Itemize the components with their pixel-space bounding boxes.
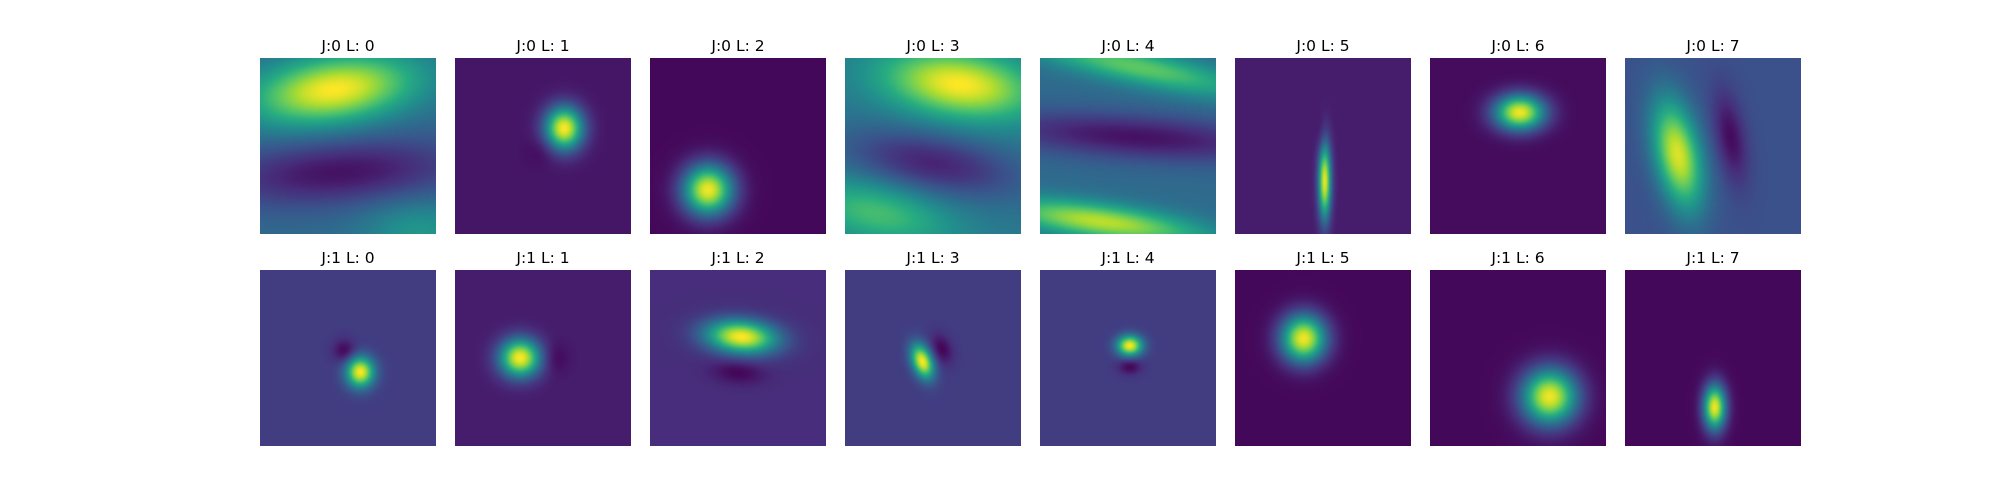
panel-title: J:0 L: 0: [321, 37, 375, 55]
heatmap-image: [1235, 270, 1411, 446]
heatmap-image: [845, 58, 1021, 234]
panel-title: J:1 L: 4: [1101, 249, 1155, 267]
panel-title: J:1 L: 6: [1491, 249, 1545, 267]
panel-title: J:1 L: 2: [711, 249, 765, 267]
panel-title: J:0 L: 7: [1686, 37, 1740, 55]
panel-title: J:1 L: 5: [1296, 249, 1350, 267]
heatmap-image: [260, 58, 436, 234]
heatmap-image: [1625, 270, 1801, 446]
heatmap-image: [650, 270, 826, 446]
panel-title: J:1 L: 1: [516, 249, 570, 267]
heatmap-image: [1430, 58, 1606, 234]
heatmap-image: [1430, 270, 1606, 446]
heatmap-image: [1040, 58, 1216, 234]
panel-title: J:1 L: 3: [906, 249, 960, 267]
panel-title: J:0 L: 4: [1101, 37, 1155, 55]
heatmap-image: [650, 58, 826, 234]
heatmap-image: [1625, 58, 1801, 234]
heatmap-image: [1040, 270, 1216, 446]
panel-title: J:0 L: 1: [516, 37, 570, 55]
panel-title: J:0 L: 3: [906, 37, 960, 55]
panel-title: J:0 L: 2: [711, 37, 765, 55]
heatmap-image: [455, 270, 631, 446]
heatmap-image: [455, 58, 631, 234]
heatmap-image: [260, 270, 436, 446]
heatmap-image: [845, 270, 1021, 446]
heatmap-image: [1235, 58, 1411, 234]
panel-title: J:0 L: 6: [1491, 37, 1545, 55]
panel-title: J:1 L: 7: [1686, 249, 1740, 267]
panel-title: J:0 L: 5: [1296, 37, 1350, 55]
panel-title: J:1 L: 0: [321, 249, 375, 267]
